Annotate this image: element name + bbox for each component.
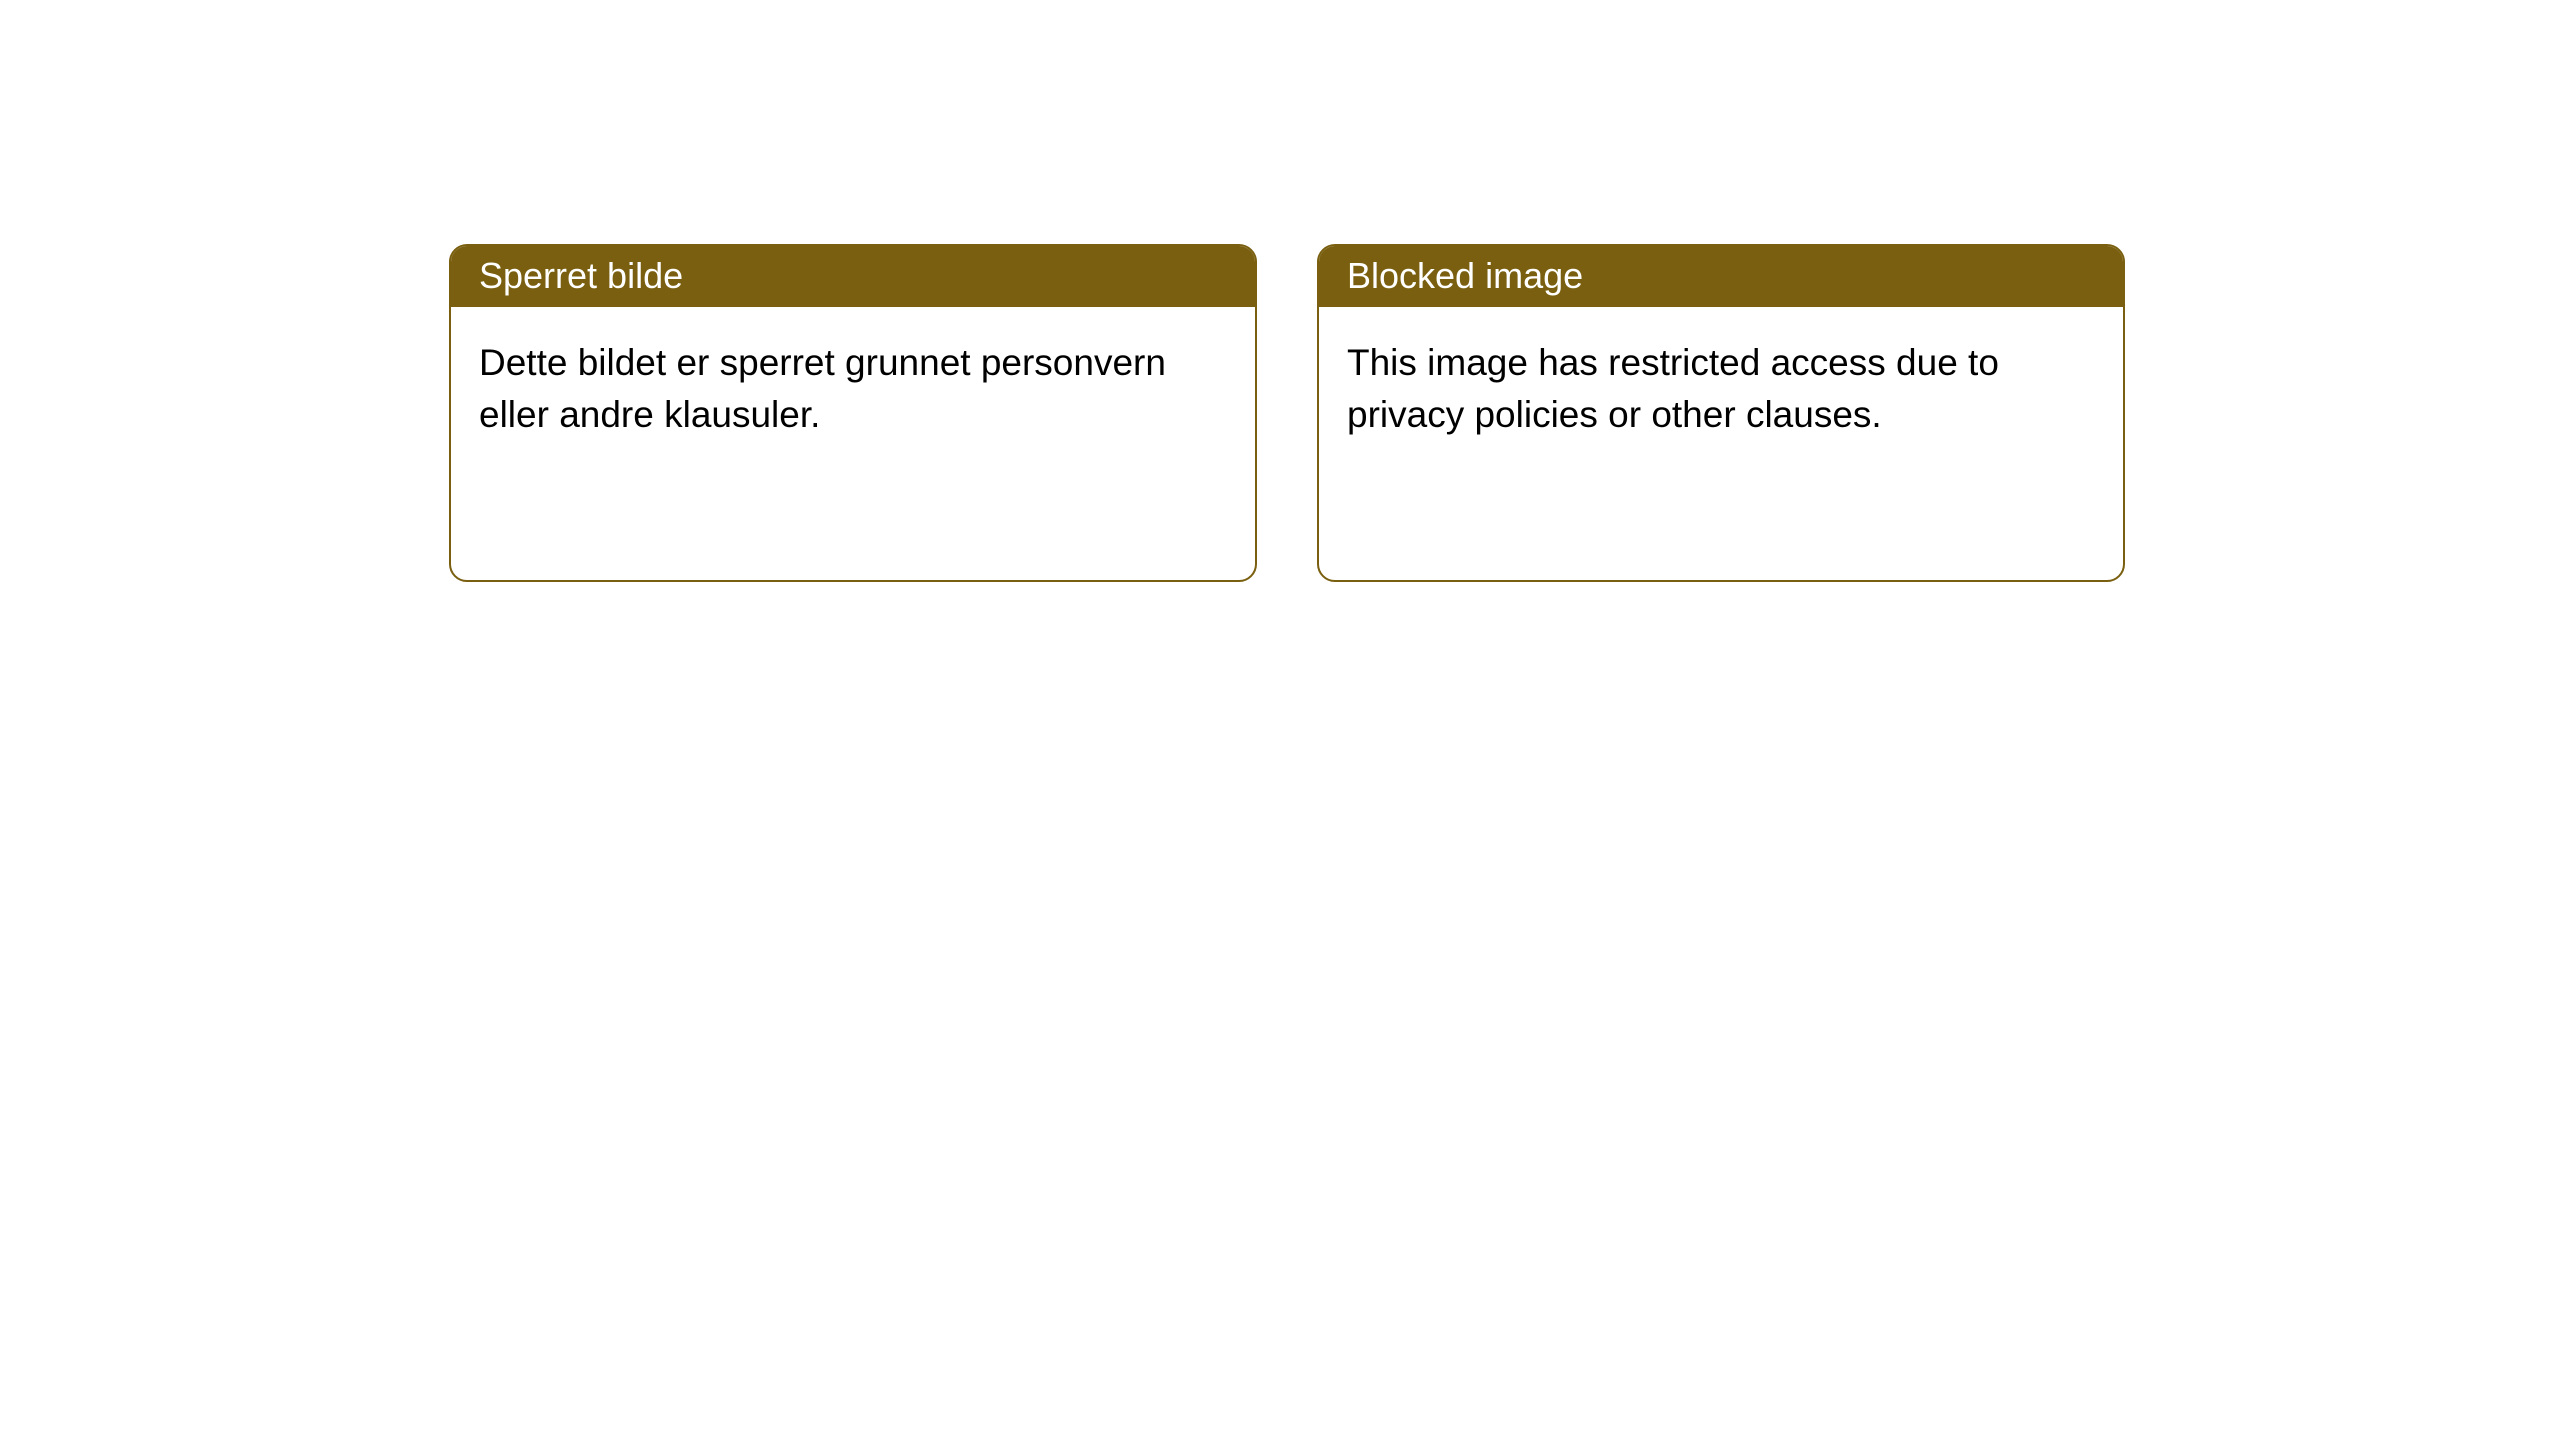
blocked-image-card-norwegian: Sperret bilde Dette bildet er sperret gr… [449, 244, 1257, 582]
card-body-text: Dette bildet er sperret grunnet personve… [479, 342, 1166, 435]
card-title: Blocked image [1347, 255, 1583, 296]
card-title: Sperret bilde [479, 255, 683, 296]
card-header: Blocked image [1319, 246, 2123, 307]
notice-container: Sperret bilde Dette bildet er sperret gr… [449, 244, 2125, 582]
card-body-text: This image has restricted access due to … [1347, 342, 1999, 435]
card-body: This image has restricted access due to … [1319, 307, 2123, 471]
card-body: Dette bildet er sperret grunnet personve… [451, 307, 1255, 471]
blocked-image-card-english: Blocked image This image has restricted … [1317, 244, 2125, 582]
card-header: Sperret bilde [451, 246, 1255, 307]
